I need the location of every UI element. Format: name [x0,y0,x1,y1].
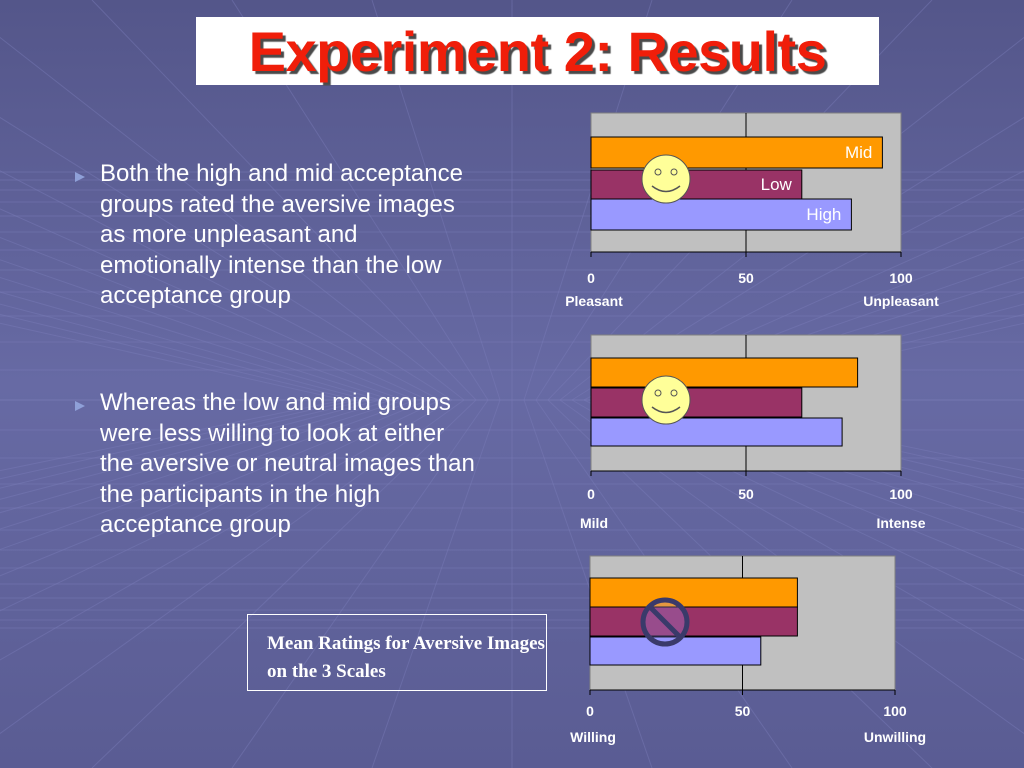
bar-mid [590,357,859,388]
bar-label-mid: Mid [844,142,873,162]
tick-label: 0 [586,703,594,719]
title-box: Experiment 2: Results [196,17,879,85]
tick-label: 100 [889,486,913,502]
bar-label-low: Low [760,174,792,194]
bullet-1-text: Both the high and mid acceptance groups … [100,160,463,309]
anchor-label-left: Willing [570,729,616,745]
bullet-2-text: Whereas the low and mid groups were less… [100,389,475,538]
anchor-label-right: Unwilling [863,729,927,745]
bar-mid [589,577,798,608]
tick-label: 0 [587,270,595,286]
bar-high [590,417,843,447]
anchor-label-left: Pleasant [565,293,623,309]
bar-mid [590,136,883,169]
chart-caption: Mean Ratings for Aversive Images on the … [267,633,545,682]
anchor-label-right: Unpleasant [863,293,939,309]
tick-label: 100 [883,703,907,719]
smiley-face-icon [641,154,691,204]
bar-label-high: High [806,204,842,224]
tick-label: 50 [734,703,751,719]
page-title: Experiment 2: Results [248,19,827,83]
bullet-arrow-icon [75,401,85,411]
tick-label: 100 [889,270,913,286]
smiley-face-icon [641,375,691,425]
anchor-label-right: Intense [876,515,926,531]
bar-low [590,387,803,418]
prohibited-icon [640,597,690,647]
tick-label: 50 [738,486,754,502]
bullet-arrow-icon [75,172,85,182]
chart-caption-box: Mean Ratings for Aversive Images on the … [247,614,547,691]
bar-low [589,606,798,637]
bar-high [590,198,852,231]
tick-label: 0 [587,486,595,502]
tick-label: 50 [738,270,754,286]
anchor-label-left: Mild [580,515,608,531]
